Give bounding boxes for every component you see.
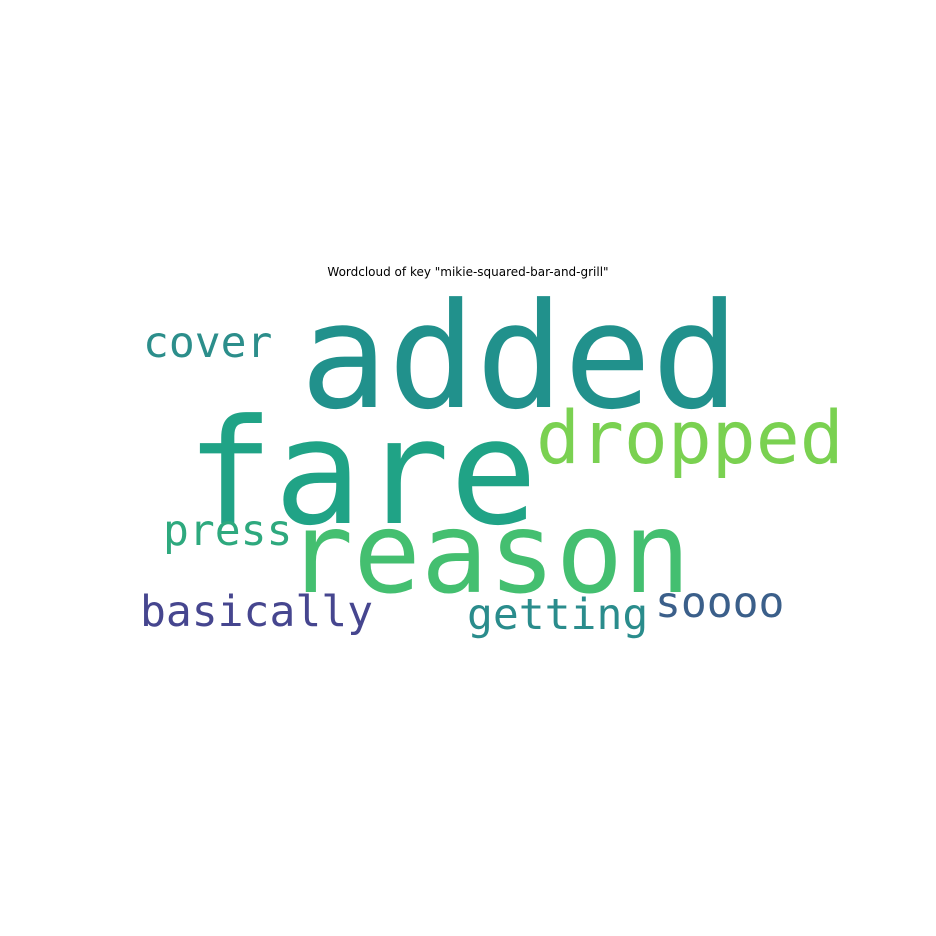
word-soooo: soooo [655,578,784,628]
word-fare: fare [186,388,538,558]
chart-title: Wordcloud of key "mikie-squared-bar-and-… [327,265,609,279]
word-basically: basically [140,587,373,637]
word-added: added [300,272,740,442]
word-reason: reason [286,489,691,619]
word-press: press [163,506,292,556]
word-cover: cover [143,318,272,368]
word-getting: getting [467,590,648,640]
word-dropped: dropped [536,396,844,481]
